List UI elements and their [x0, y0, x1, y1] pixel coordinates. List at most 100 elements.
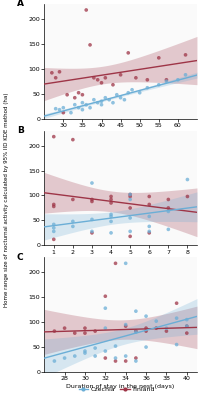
Point: [54, 74, 57, 81]
Point: [147, 201, 150, 208]
Point: [184, 323, 187, 329]
Point: [92, 74, 95, 81]
Point: [144, 344, 147, 350]
Point: [166, 205, 169, 211]
Point: [184, 316, 187, 323]
Point: [166, 196, 169, 203]
Point: [80, 106, 84, 113]
Point: [128, 196, 131, 203]
Point: [63, 325, 66, 331]
Point: [109, 200, 112, 206]
Point: [52, 228, 55, 234]
Point: [164, 325, 167, 331]
Point: [52, 225, 55, 231]
Point: [115, 92, 118, 98]
Point: [61, 104, 65, 111]
Point: [174, 300, 177, 306]
Point: [109, 196, 112, 203]
Point: [123, 260, 127, 266]
Text: C: C: [17, 253, 23, 262]
Point: [128, 191, 131, 198]
Point: [166, 226, 169, 232]
X-axis label: Order of hatching within a brood: Order of hatching within a brood: [69, 257, 171, 262]
Point: [134, 358, 137, 364]
Point: [128, 228, 131, 234]
Point: [144, 325, 147, 331]
Point: [73, 330, 76, 336]
Point: [113, 355, 117, 361]
Point: [80, 100, 84, 106]
Point: [103, 293, 106, 300]
Point: [164, 78, 167, 84]
Point: [52, 201, 55, 208]
Point: [90, 180, 93, 186]
Point: [134, 355, 137, 361]
Point: [111, 82, 114, 88]
Point: [147, 228, 150, 234]
Point: [58, 106, 61, 113]
Point: [54, 106, 57, 112]
Point: [63, 355, 66, 361]
Point: [147, 230, 150, 236]
Point: [128, 233, 131, 240]
Point: [147, 193, 150, 200]
Point: [123, 323, 127, 329]
Point: [73, 353, 76, 359]
Point: [166, 208, 169, 215]
Point: [99, 102, 103, 108]
Point: [109, 211, 112, 218]
Point: [90, 216, 93, 223]
Point: [134, 308, 137, 314]
Point: [84, 102, 87, 108]
Point: [185, 176, 188, 183]
Point: [123, 353, 127, 359]
Point: [123, 322, 127, 328]
Point: [52, 221, 55, 228]
Point: [128, 193, 131, 200]
Point: [53, 328, 56, 334]
Legend: Czechia, Finland: Czechia, Finland: [76, 384, 156, 395]
Point: [109, 218, 112, 225]
Point: [145, 76, 148, 83]
Point: [147, 223, 150, 230]
Point: [69, 110, 72, 116]
Point: [118, 94, 122, 101]
Point: [134, 328, 137, 334]
Point: [93, 345, 96, 351]
Point: [71, 218, 74, 225]
Point: [83, 325, 86, 331]
Point: [52, 203, 55, 210]
Point: [83, 348, 86, 354]
Point: [128, 205, 131, 211]
Point: [137, 90, 141, 96]
Text: A: A: [17, 0, 24, 8]
Point: [77, 90, 80, 96]
Point: [93, 328, 96, 334]
Point: [111, 100, 114, 106]
Point: [154, 318, 157, 324]
Point: [113, 343, 117, 349]
Point: [184, 330, 187, 336]
Point: [123, 358, 127, 364]
Point: [83, 330, 86, 336]
Point: [128, 191, 131, 198]
Point: [96, 100, 99, 106]
Point: [99, 80, 103, 86]
Point: [164, 76, 167, 83]
Text: Home range size of nocturnal activity calculated by 95% IID KDE method (ha): Home range size of nocturnal activity ca…: [4, 93, 8, 307]
Point: [96, 76, 99, 83]
Point: [61, 110, 65, 116]
Point: [103, 94, 106, 101]
Point: [88, 42, 91, 48]
Point: [126, 90, 129, 96]
Point: [90, 196, 93, 203]
Point: [71, 136, 74, 143]
Point: [130, 86, 133, 93]
Point: [99, 98, 103, 104]
Point: [183, 52, 186, 58]
Point: [90, 228, 93, 234]
Text: B: B: [17, 126, 23, 135]
Point: [145, 84, 148, 91]
Point: [103, 355, 106, 361]
Point: [174, 341, 177, 348]
